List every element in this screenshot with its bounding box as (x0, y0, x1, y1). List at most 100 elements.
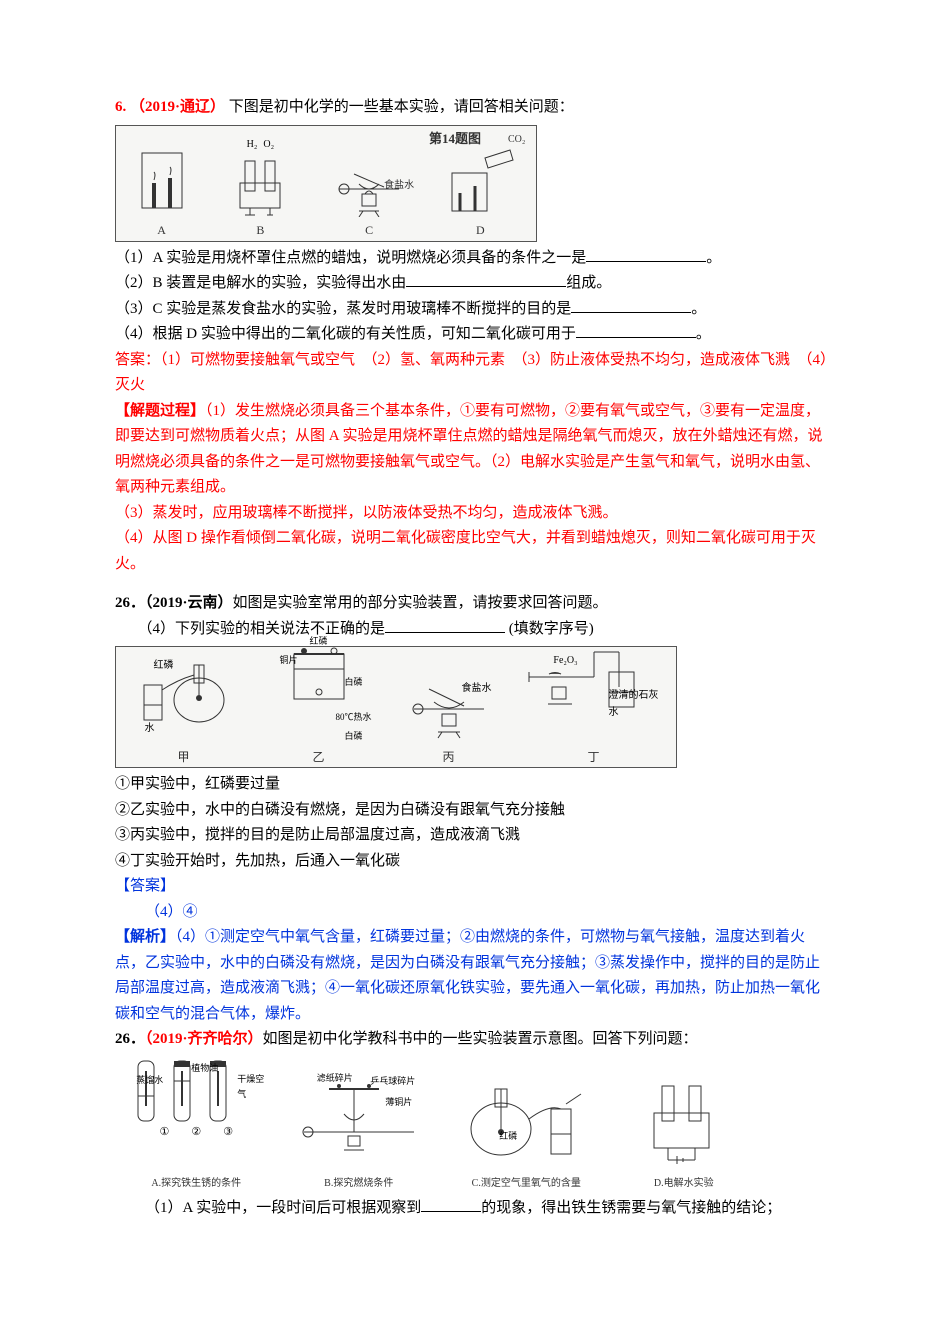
exp-text: （4）①测定空气中氧气含量，红磷要过量；②由燃烧的条件，可燃物与氧气接触，温度达… (115, 929, 820, 1022)
blank (571, 297, 691, 313)
cu-label: 铜片 (279, 653, 297, 668)
q26a-label-jia: 甲 (177, 747, 189, 767)
q6-panel-c: 食盐水 C (324, 139, 414, 240)
q26a-stem: 如图是实验室常用的部分实验装置，请按要求回答问题。 (233, 595, 608, 611)
q26b-figure: ① ② ③ 蒸馏水 植物油 干燥空气 A.探究铁生锈的条件 (115, 1057, 755, 1192)
q6-sub3-text-a: （3）C 实验是蒸发食盐水的实验，蒸发时用玻璃棒不断搅拌的目的是 (115, 301, 571, 317)
q26b-panel-c: 红磷 C.测定空气里氧气的含量 (446, 1074, 606, 1191)
q26b-panel-d: D.电解水实验 (619, 1078, 749, 1192)
q26b-panel-b: 滤纸碎片 乒乓球碎片 薄铜片 B.探究燃烧条件 (284, 1064, 434, 1192)
cusheet-label: 薄铜片 (385, 1095, 412, 1110)
q26b-stem: 如图是初中化学教科书中的一些实验装置示意图。回答下列问题： (263, 1031, 698, 1047)
q26a-source: （2019·云南） (145, 595, 233, 611)
q6-label-c: C (365, 220, 373, 240)
circ1: ① (159, 1123, 169, 1142)
o2-label: O₂ (263, 136, 274, 153)
q6-label-a: A (157, 220, 166, 240)
pp-label: 乒乓球碎片 (370, 1074, 415, 1089)
q26a-answer-label: 【答案】 (115, 874, 830, 900)
co2-label: CO₂ (508, 131, 525, 148)
salt-label: 食盐水 (384, 177, 414, 194)
proc-text-1: （1）发生燃烧必须具备三个基本条件，①要有可燃物，②要有氧气或空气，③要有一定温… (115, 403, 823, 496)
q6-sub3-text-b: 。 (691, 301, 706, 317)
circ2: ② (191, 1123, 201, 1142)
q26a-answer: （4）④ (115, 900, 830, 926)
q6-sub2: （2）B 装置是电解水的实验，实验得出水由 组成。 (115, 271, 830, 297)
q26b-sub1: （1）A 实验中，一段时间后可根据观察到 的现象，得出铁生锈需要与氧气接触的结论； (115, 1196, 830, 1222)
q26b-sub1-b: 的现象，得出铁生锈需要与氧气接触的结论； (481, 1200, 781, 1216)
redp-label: 红磷 (154, 657, 174, 674)
q26a-label-ding: 丁 (587, 747, 599, 767)
q26a-opt2: ②乙实验中，水中的白磷没有燃烧，是因为白磷没有跟氧气充分接触 (115, 798, 830, 824)
q26a-sub4: （4）下列实验的相关说法不正确的是 (填数字序号) (115, 617, 830, 643)
q6-fig-title: 第14题图 (429, 128, 481, 150)
q6-sub4-text-b: 。 (696, 326, 711, 342)
proc-label: 【解题过程】 (115, 403, 205, 419)
whitep2: 白磷 (344, 729, 362, 744)
oxygen-content-icon (451, 1074, 601, 1169)
q6-process: 【解题过程】（1）发生燃烧必须具备三个基本条件，①要有可燃物，②要有氧气或空气，… (115, 399, 830, 501)
q26b-cap-d: D.电解水实验 (654, 1175, 714, 1192)
q6-sub4-text-a: （4）根据 D 实验中得出的二氧化碳的有关性质，可知二氧化碳可用于 (115, 326, 576, 342)
q26a-opt1: ①甲实验中，红磷要过量 (115, 772, 830, 798)
oil-label: 植物油 (191, 1061, 221, 1076)
q26b-number: 26． (115, 1031, 145, 1047)
q6-label-d: D (476, 220, 485, 240)
exp-label: 【解析】 (115, 929, 175, 945)
circ3: ③ (223, 1123, 233, 1142)
q6-number: 6. (115, 99, 126, 115)
page: 6. （2019·通辽） 下图是初中化学的一些基本实验，请回答相关问题： 第14… (0, 0, 945, 1281)
evaporation2-icon (404, 654, 494, 742)
q6-sub4: （4）根据 D 实验中得出的二氧化碳的有关性质，可知二氧化碳可用于 。 (115, 322, 830, 348)
q6-process-3: （3）蒸发时，应用玻璃棒不断搅拌，以防液体受热不均匀，造成液体飞溅。 (115, 501, 830, 527)
q26a-opt3: ③丙实验中，搅拌的目的是防止局部温度过高，造成液滴飞溅 (115, 823, 830, 849)
q26b-panel-a: ① ② ③ 蒸馏水 植物油 干燥空气 A.探究铁生锈的条件 (121, 1046, 271, 1192)
blank (385, 617, 505, 633)
q26b-sub1-a: （1）A 实验中，一段时间后可根据观察到 (145, 1200, 421, 1216)
q6-sub2-text-b: 组成。 (566, 275, 611, 291)
q26b-cap-b: B.探究燃烧条件 (324, 1175, 393, 1192)
q26b-source: （2019·齐齐哈尔） (145, 1031, 263, 1047)
question-26-yunnan: 26．（2019·云南）如图是实验室常用的部分实验装置，请按要求回答问题。 （4… (115, 591, 830, 1027)
hot-label: 80℃热水 (335, 710, 371, 725)
q26a-opt4: ④丁实验开始时，先加热，后通入一氧化碳 (115, 849, 830, 875)
blank (576, 322, 696, 338)
answer-text: （1）可燃物要接触氧气或空气 （2）氢、氧两种元素 （3）防止液体受热不均匀，造… (115, 352, 828, 394)
blank (421, 1196, 481, 1212)
water-label: 水 (145, 720, 155, 737)
q6-sub2-text-a: （2）B 装置是电解水的实验，实验得出水由 (115, 275, 406, 291)
beaker-candle-icon (132, 138, 192, 218)
q6-stem: 下图是初中化学的一些基本实验，请回答相关问题： (229, 99, 574, 115)
q6-sub1: （1）A 实验是用烧杯罩住点燃的蜡烛，说明燃烧必须具备的条件之一是 。 (115, 246, 830, 272)
q26a-label-yi: 乙 (312, 747, 324, 767)
q6-sub1-text-b: 。 (706, 250, 721, 266)
blank (406, 271, 566, 287)
q26a-panel-yi: 红磷 铜片 白磷 80℃热水 白磷 乙 (259, 624, 379, 767)
q26b-cap-a: A.探究铁生锈的条件 (151, 1175, 241, 1192)
answer-label: 答案： (115, 352, 160, 368)
q6-process-4: （4）从图 D 操作看倾倒二氧化碳，说明二氧化碳密度比空气大，并看到蜡烛熄灭，则… (115, 526, 830, 577)
q6-panel-a: A (127, 138, 197, 240)
electrolysis2-icon (629, 1078, 739, 1173)
salt-label2: 食盐水 (462, 680, 492, 697)
h2-label: H₂ (247, 136, 258, 153)
electrolysis-icon (225, 153, 295, 218)
filter-label: 滤纸碎片 (317, 1071, 353, 1086)
q26a-explain: 【解析】（4）①测定空气中氧气含量，红磷要过量；②由燃烧的条件，可燃物与氧气接触… (115, 925, 830, 1027)
question-6: 6. （2019·通辽） 下图是初中化学的一些基本实验，请回答相关问题： 第14… (115, 95, 830, 577)
q26a-number: 26． (115, 595, 145, 611)
q6-panel-b: H₂ O₂ B (218, 136, 303, 240)
question-26-qqhr: 26．（2019·齐齐哈尔）如图是初中化学教科书中的一些实验装置示意图。回答下列… (115, 1027, 830, 1221)
q26a-label-bing: 丙 (442, 747, 454, 767)
lime-label: 澄清的石灰水 (609, 687, 659, 721)
q26a-panel-ding: Fe₂O₃ 澄清的石灰水 丁 (519, 632, 669, 767)
redp-label2: 红磷 (309, 636, 327, 646)
redp-label3: 红磷 (499, 1129, 517, 1144)
q6-source: （2019·通辽） (130, 99, 225, 115)
co2-pour-icon (440, 148, 520, 218)
q6-sub1-text-a: （1）A 实验是用烧杯罩住点燃的蜡烛，说明燃烧必须具备的条件之一是 (115, 250, 586, 266)
dry-label: 干燥空气 (237, 1072, 267, 1103)
blank (586, 246, 706, 262)
whitep-label: 白磷 (344, 675, 362, 690)
q26b-cap-c: C.测定空气里氧气的含量 (472, 1175, 581, 1192)
